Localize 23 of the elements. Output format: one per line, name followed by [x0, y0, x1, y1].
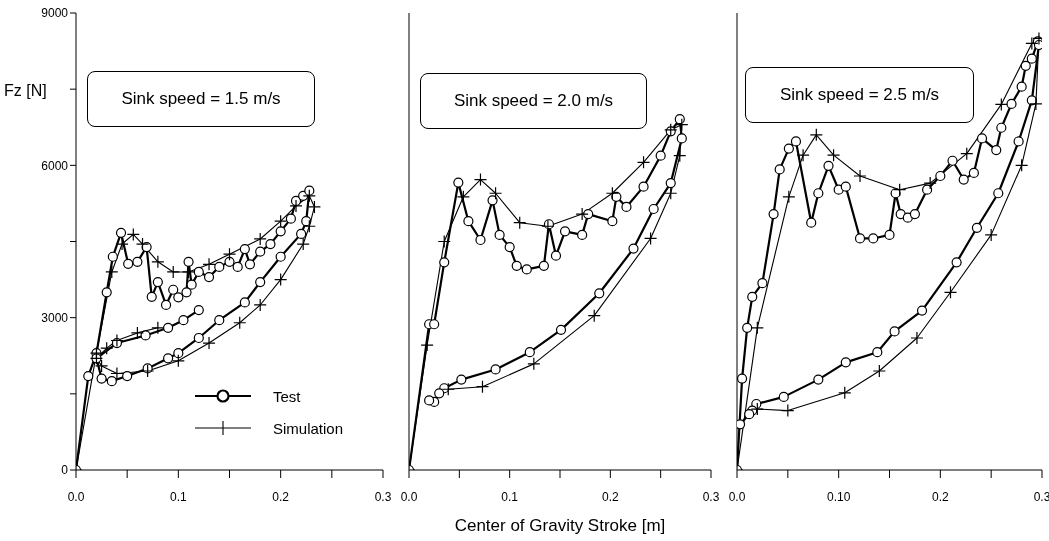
x-axis-title: Center of Gravity Stroke [m] [454, 516, 666, 535]
y-tick-label: 3000 [41, 310, 69, 325]
x-tick-label: 0.3 [1033, 489, 1049, 504]
legend-label: Test [273, 387, 301, 405]
x-tick-label: 0.0 [728, 489, 746, 504]
y-tick-label: 9000 [41, 6, 69, 21]
x-tick-label: 0.1 [169, 489, 187, 504]
x-tick-label: 0.0 [67, 489, 85, 504]
x-tick-label: 0.3 [374, 489, 392, 504]
label-box: Sink speed = 2.0 m/s [420, 73, 647, 129]
y-tick-label: 0 [61, 463, 69, 478]
x-tick-label: 0.2 [601, 489, 619, 504]
x-tick-label: 0.0 [400, 489, 418, 504]
x-tick-label: 0.1 [501, 489, 519, 504]
x-tick-label: 0.10 [826, 489, 851, 504]
y-axis-title: Fz [N] [4, 82, 47, 100]
x-tick-label: 0.2 [931, 489, 949, 504]
legend-label: Simulation [273, 419, 344, 437]
x-tick-label: 0.3 [702, 489, 720, 504]
y-tick-label: 6000 [41, 158, 69, 173]
label-box: Sink speed = 2.5 m/s [745, 67, 974, 123]
label-box: Sink speed = 1.5 m/s [87, 71, 315, 127]
x-tick-label: 0.2 [272, 489, 290, 504]
